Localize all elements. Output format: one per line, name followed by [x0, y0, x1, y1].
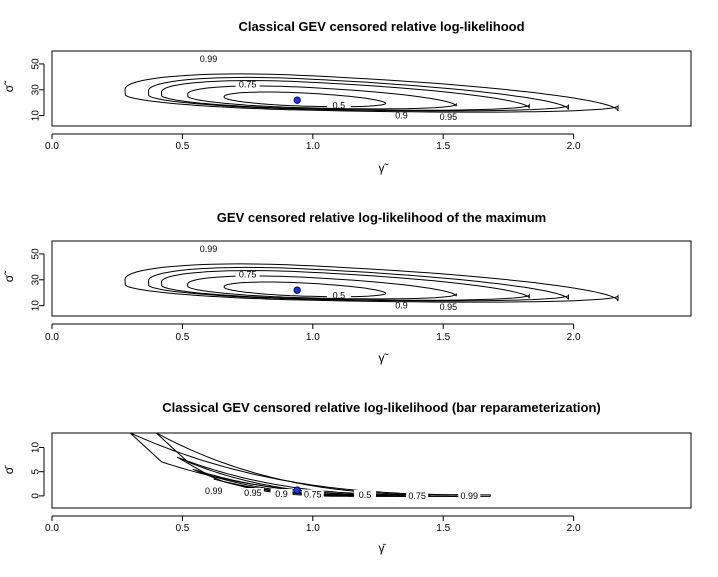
contour-label: 0.95	[440, 112, 458, 122]
contour-0.99	[129, 433, 491, 497]
contour-label: 0.5	[333, 290, 346, 300]
x-tick-label: 0.5	[175, 332, 189, 343]
plot-frame	[51, 50, 692, 127]
contour-lines: 0.99 0.95 0.9 0.75 0.5 0.75 0.99	[129, 433, 491, 501]
x-axis-label: γ̃	[379, 351, 390, 365]
x-tick-label: 0.0	[45, 141, 59, 152]
y-axis-label: σ̃	[2, 80, 16, 92]
x-tick-label: 1.0	[306, 523, 320, 534]
contour-0.99	[124, 263, 619, 303]
x-tick-label: 1.5	[436, 523, 450, 534]
contour-0.5	[223, 281, 387, 298]
contour-label: 0.99	[200, 244, 218, 254]
x-tick-label: 1.0	[306, 141, 320, 152]
contour-label-bg	[389, 300, 414, 311]
x-tick-label: 0.5	[175, 523, 189, 534]
y-tick-label: 30	[31, 84, 42, 96]
y-tick-label: 10	[31, 442, 42, 454]
contour-label: 0.99	[200, 54, 218, 64]
contour-0.95	[155, 433, 457, 497]
contour-0.75	[187, 85, 457, 110]
y-tick-label: 0	[31, 493, 42, 499]
mle-point	[293, 96, 301, 104]
contour-label-bg	[196, 53, 221, 64]
y-tick-label: 10	[31, 300, 42, 312]
contour-0.5	[223, 91, 387, 108]
contour-lines: 0.5 0.75 0.9 0.95 0.99	[124, 53, 619, 122]
mle-point	[293, 486, 301, 494]
y-tick-label: 5	[31, 468, 42, 474]
contour-label: 0.75	[239, 80, 257, 90]
x-tick-label: 1.5	[436, 332, 450, 343]
plot-frame	[51, 432, 692, 509]
chart-panel-3: Classical GEV censored relative log-like…	[2, 400, 692, 555]
mle-point	[293, 286, 301, 294]
chart-panel-2: GEV censored relative log-likelihood of …	[2, 210, 692, 365]
contour-label-bg	[235, 79, 260, 90]
x-tick-label: 1.0	[306, 332, 320, 343]
y-tick-label: 10	[31, 110, 42, 122]
x-tick-label: 2.0	[567, 141, 581, 152]
contour-label-bg	[270, 488, 293, 499]
contour-label: 0.9	[395, 111, 408, 121]
contour-label-bg	[235, 269, 260, 280]
contour-label: 0.75	[239, 270, 257, 280]
contour-0.9	[160, 80, 530, 111]
chart-title: Classical GEV censored relative log-like…	[162, 400, 601, 415]
contour-label: 0.95	[244, 488, 262, 498]
x-tick-label: 2.0	[567, 332, 581, 343]
plot-frame	[51, 240, 692, 317]
contour-label: 0.9	[395, 301, 408, 311]
x-axis-label: γ̄	[379, 541, 387, 555]
x-tick-label: 2.0	[567, 523, 581, 534]
contour-0.99	[124, 73, 619, 113]
contour-lines: 0.5 0.75 0.9 0.95 0.99	[124, 243, 619, 312]
contour-label: 0.75	[304, 489, 322, 499]
contour-label-bg	[196, 243, 221, 254]
contour-label: 0.75	[408, 491, 426, 501]
contour-label-bg	[326, 100, 351, 111]
contour-label-bg	[241, 488, 264, 498]
contour-label-bg	[301, 489, 324, 500]
chart-title: Classical GEV censored relative log-like…	[238, 19, 524, 34]
chart-title: GEV censored relative log-likelihood of …	[217, 210, 546, 225]
chart-panel-1: Classical GEV censored relative log-like…	[2, 19, 692, 175]
contour-label: 0.9	[275, 489, 288, 499]
contour-0.95	[147, 266, 569, 302]
x-tick-label: 0.5	[175, 141, 189, 152]
y-axis-label: σ̄	[2, 465, 16, 474]
x-axis-label: γ̃	[379, 161, 390, 175]
contour-0.9	[160, 270, 530, 301]
y-tick-label: 50	[31, 248, 42, 260]
contour-label: 0.99	[461, 491, 479, 501]
contour-label: 0.5	[359, 490, 372, 500]
contour-label-bg	[458, 490, 481, 501]
y-tick-label: 50	[31, 58, 42, 70]
contour-label: 0.99	[205, 486, 223, 496]
contour-label-bg	[436, 301, 461, 312]
contour-label-bg	[389, 110, 414, 121]
contour-0.75	[187, 275, 457, 300]
contour-label: 0.5	[333, 100, 346, 110]
contour-label-bg	[326, 290, 351, 301]
contour-label-bg	[202, 486, 225, 497]
x-tick-label: 1.5	[436, 141, 450, 152]
contour-label: 0.95	[440, 302, 458, 312]
y-axis-label: σ̃	[2, 270, 16, 282]
contour-label-bg	[436, 111, 461, 122]
y-tick-label: 30	[31, 274, 42, 286]
contour-label-bg	[353, 489, 376, 500]
contour-label-bg	[406, 490, 429, 501]
contour-0.95	[147, 76, 569, 112]
x-tick-label: 0.0	[45, 332, 59, 343]
x-tick-label: 0.0	[45, 523, 59, 534]
